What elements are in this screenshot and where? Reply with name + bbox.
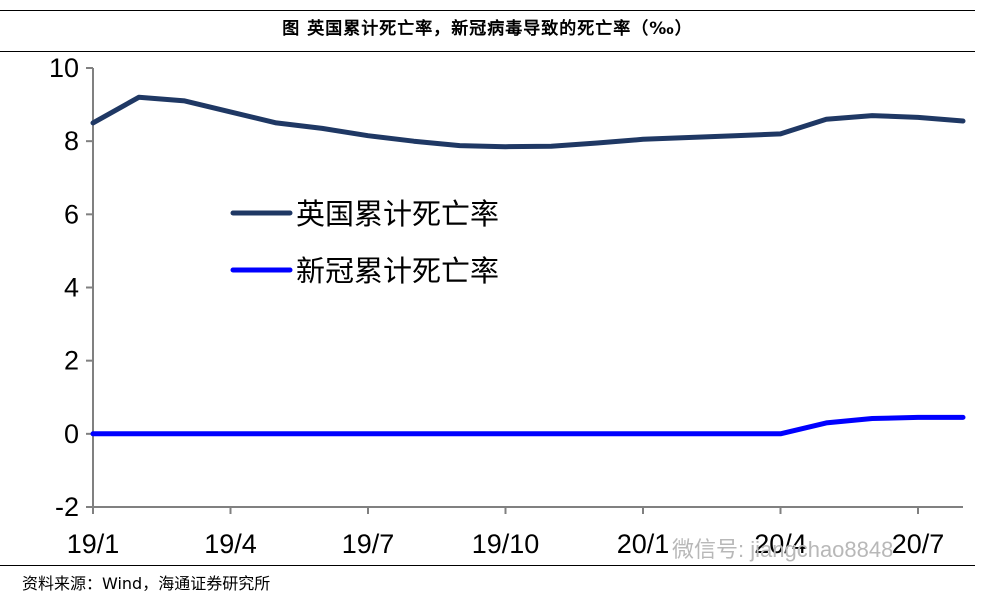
x-tick-label: 19/4: [204, 529, 257, 559]
y-axis-ticks: -2 0 2 4 6 8 10: [49, 53, 93, 522]
x-tick-label: 19/1: [67, 529, 120, 559]
series-lines: [90, 94, 966, 437]
y-tick-label: 8: [64, 126, 79, 156]
series-line-2: [90, 414, 966, 437]
x-tick-label: 19/10: [472, 529, 540, 559]
series-line-1: [90, 94, 966, 150]
y-tick-label: 10: [49, 53, 79, 83]
watermark-text: 微信号: jiangchao8848: [672, 537, 894, 562]
legend-label: 新冠累计死亡率: [296, 254, 499, 288]
y-tick-label: 2: [64, 346, 79, 376]
x-axis-ticks: 19/1 19/4 19/7 19/10 20/1 20/4 20/7: [67, 507, 945, 559]
y-tick-label: 6: [64, 199, 79, 229]
x-tick-label: 19/7: [342, 529, 395, 559]
legend-label: 英国累计死亡率: [296, 197, 499, 231]
x-tick-label: 20/7: [892, 529, 945, 559]
top-rule: [0, 10, 975, 11]
x-tick-label: 20/1: [617, 529, 670, 559]
bottom-rule: [0, 565, 975, 566]
y-tick-label: -2: [55, 492, 79, 522]
chart-axes: [92, 68, 963, 508]
source-note: 资料来源：Wind，海通证券研究所: [22, 574, 271, 593]
y-tick-label: 4: [64, 273, 79, 303]
title-rule: [0, 51, 975, 52]
x-tick-label: 20/4: [754, 529, 807, 559]
y-tick-label: 0: [64, 419, 79, 449]
chart-title: 图 英国累计死亡率，新冠病毒导致的死亡率（‰）: [282, 19, 693, 39]
